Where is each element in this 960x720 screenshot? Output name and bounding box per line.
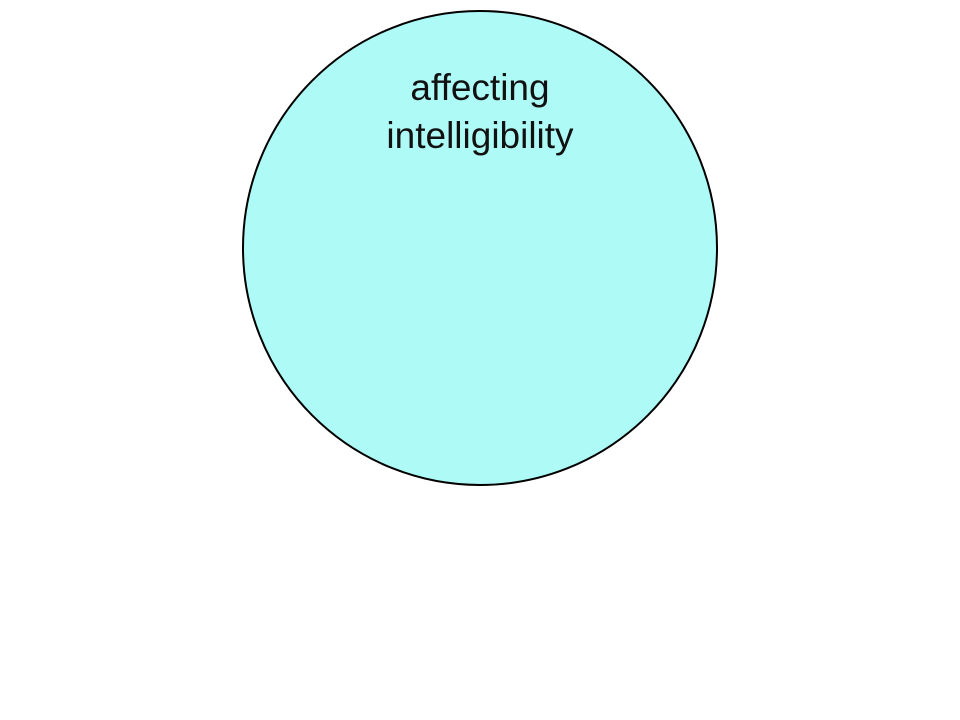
circle-label-line-2: intelligibility [386,115,574,156]
diagram-circle [242,10,718,486]
circle-label: affecting intelligibility [330,64,630,160]
circle-label-line-1: affecting [410,67,550,108]
